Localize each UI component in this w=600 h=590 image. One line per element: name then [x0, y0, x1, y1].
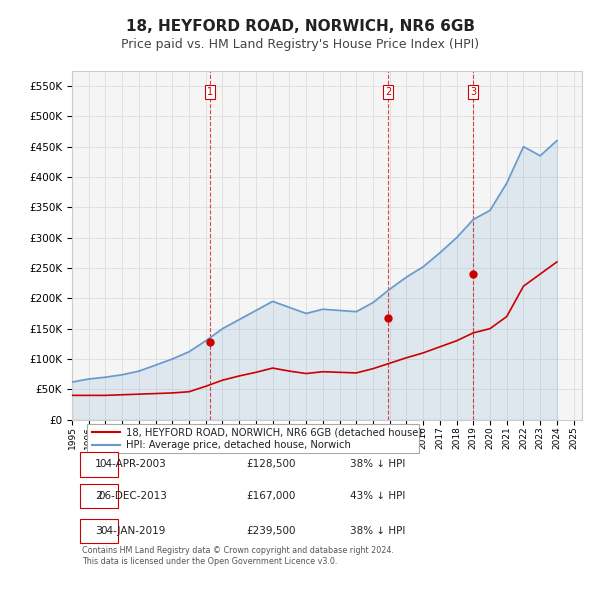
Text: 43% ↓ HPI: 43% ↓ HPI	[350, 491, 406, 501]
Text: HPI: Average price, detached house, Norwich: HPI: Average price, detached house, Norw…	[125, 440, 350, 450]
Text: 18, HEYFORD ROAD, NORWICH, NR6 6GB (detached house): 18, HEYFORD ROAD, NORWICH, NR6 6GB (deta…	[125, 427, 422, 437]
Text: £128,500: £128,500	[246, 459, 296, 469]
FancyBboxPatch shape	[80, 484, 118, 509]
Text: 38% ↓ HPI: 38% ↓ HPI	[350, 459, 406, 469]
Text: 04-JAN-2019: 04-JAN-2019	[101, 526, 166, 536]
Text: 3: 3	[470, 87, 476, 97]
FancyBboxPatch shape	[80, 519, 118, 543]
FancyBboxPatch shape	[80, 452, 118, 477]
Text: Contains HM Land Registry data © Crown copyright and database right 2024.
This d: Contains HM Land Registry data © Crown c…	[82, 546, 394, 566]
Text: 38% ↓ HPI: 38% ↓ HPI	[350, 526, 406, 536]
Text: 1: 1	[207, 87, 213, 97]
Text: 1: 1	[95, 459, 102, 469]
Text: £167,000: £167,000	[246, 491, 296, 501]
Text: 04-APR-2003: 04-APR-2003	[100, 459, 167, 469]
Text: 06-DEC-2013: 06-DEC-2013	[99, 491, 167, 501]
Text: 18, HEYFORD ROAD, NORWICH, NR6 6GB: 18, HEYFORD ROAD, NORWICH, NR6 6GB	[125, 19, 475, 34]
FancyBboxPatch shape	[88, 424, 419, 453]
Text: 2: 2	[95, 491, 102, 501]
Text: £239,500: £239,500	[246, 526, 296, 536]
Text: 3: 3	[95, 526, 102, 536]
Text: 2: 2	[385, 87, 391, 97]
Text: Price paid vs. HM Land Registry's House Price Index (HPI): Price paid vs. HM Land Registry's House …	[121, 38, 479, 51]
